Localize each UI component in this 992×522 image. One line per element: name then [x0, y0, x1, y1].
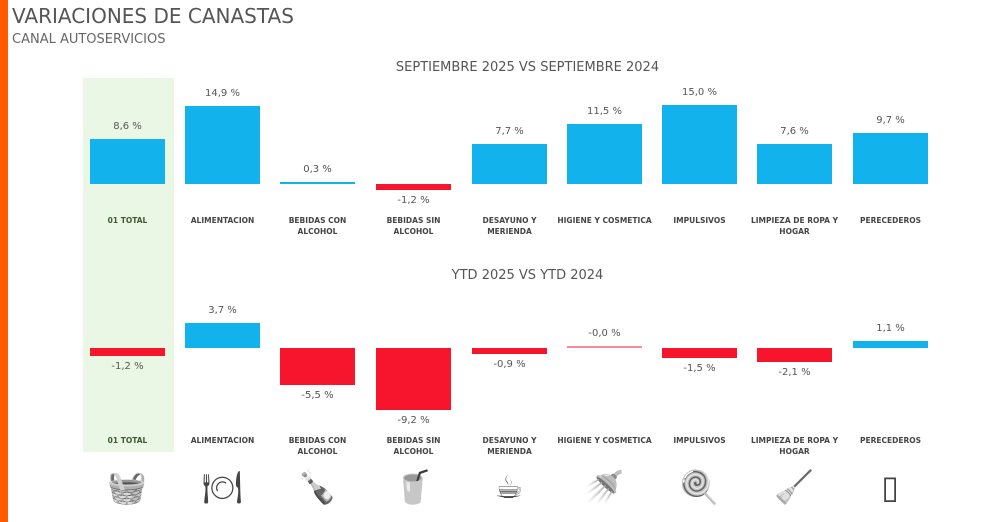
- category-label: LIMPIEZA DE ROPA Y HOGAR: [750, 436, 839, 456]
- category-label: 01 TOTAL: [107, 436, 148, 445]
- category-label: ALIMENTACION: [190, 436, 255, 445]
- bar: [472, 348, 547, 355]
- soda-cup-icon: 🥤: [393, 468, 433, 506]
- data-label: -1,2 %: [397, 195, 430, 207]
- data-label: 7,6 %: [780, 126, 809, 138]
- data-label: -2,1 %: [778, 367, 811, 379]
- category-label: 01 TOTAL: [107, 216, 148, 225]
- bar: [185, 105, 260, 184]
- bar: [853, 133, 928, 184]
- data-label: -9,2 %: [397, 415, 430, 427]
- category-label: DESAYUNO Y MERIENDA: [482, 436, 537, 456]
- category-label: IMPULSIVOS: [673, 436, 726, 445]
- category-label: BEBIDAS SIN ALCOHOL: [386, 436, 441, 456]
- category-label: ALIMENTACION: [190, 216, 255, 225]
- accent-stripe: [0, 0, 8, 522]
- data-label: -0,0 %: [588, 328, 621, 339]
- data-label: -1,2 %: [111, 361, 144, 373]
- page-subtitle: CANAL AUTOSERVICIOS: [12, 32, 166, 47]
- broom-icon: 🧹: [774, 468, 814, 506]
- data-label: 9,7 %: [876, 115, 905, 127]
- bar: [90, 348, 165, 357]
- data-label: -1,5 %: [683, 363, 716, 375]
- basket-icon: 🧺: [107, 468, 147, 506]
- data-label: 8,6 %: [113, 120, 142, 132]
- data-label: 0,3 %: [303, 164, 332, 175]
- fridge-icon: ▯: [881, 468, 899, 506]
- data-label: 1,1 %: [876, 322, 905, 334]
- category-label: IMPULSIVOS: [673, 216, 726, 225]
- coffee-cup-icon: ☕: [494, 468, 524, 506]
- category-label: HIGIENE Y COSMETICA: [557, 436, 652, 445]
- data-label: -0,9 %: [493, 359, 526, 371]
- bar: [662, 105, 737, 184]
- data-label: 11,5 %: [587, 105, 622, 117]
- chart-title-monthly: SEPTIEMBRE 2025 VS SEPTIEMBRE 2024: [395, 60, 660, 75]
- data-label: 3,7 %: [208, 305, 237, 317]
- bar: [757, 348, 832, 363]
- bar: [853, 340, 928, 348]
- bar: [662, 348, 737, 359]
- bar: [280, 182, 355, 184]
- shower-icon: 🚿: [584, 468, 624, 506]
- bar: [567, 346, 642, 348]
- category-label: DESAYUNO Y MERIENDA: [482, 216, 537, 236]
- bar: [567, 123, 642, 184]
- plate-cutlery-icon: 🍽: [201, 468, 243, 506]
- category-label: PERECEDEROS: [859, 216, 922, 225]
- bar: [472, 143, 547, 184]
- bar: [280, 348, 355, 386]
- category-label: LIMPIEZA DE ROPA Y HOGAR: [750, 216, 839, 236]
- chart-title-ytd: YTD 2025 VS YTD 2024: [451, 268, 604, 283]
- total-highlight-band: [83, 78, 174, 452]
- data-label: 7,7 %: [495, 125, 524, 137]
- lollipop-icon: 🍭: [679, 468, 719, 506]
- data-label: -5,5 %: [301, 390, 334, 402]
- category-label: BEBIDAS SIN ALCOHOL: [386, 216, 441, 236]
- category-label: HIGIENE Y COSMETICA: [557, 216, 652, 225]
- category-label: BEBIDAS CON ALCOHOL: [288, 216, 347, 236]
- data-label: 14,9 %: [205, 87, 240, 99]
- bar: [376, 348, 451, 411]
- category-label: BEBIDAS CON ALCOHOL: [288, 436, 347, 456]
- category-label: PERECEDEROS: [859, 436, 922, 445]
- page-title: VARIACIONES DE CANASTAS: [12, 4, 294, 28]
- bar: [757, 144, 832, 184]
- data-label: 15,0 %: [682, 87, 717, 99]
- bar: [376, 184, 451, 191]
- bar: [90, 138, 165, 184]
- wine-bottle-icon: 🍾: [297, 468, 337, 506]
- bar: [185, 323, 260, 348]
